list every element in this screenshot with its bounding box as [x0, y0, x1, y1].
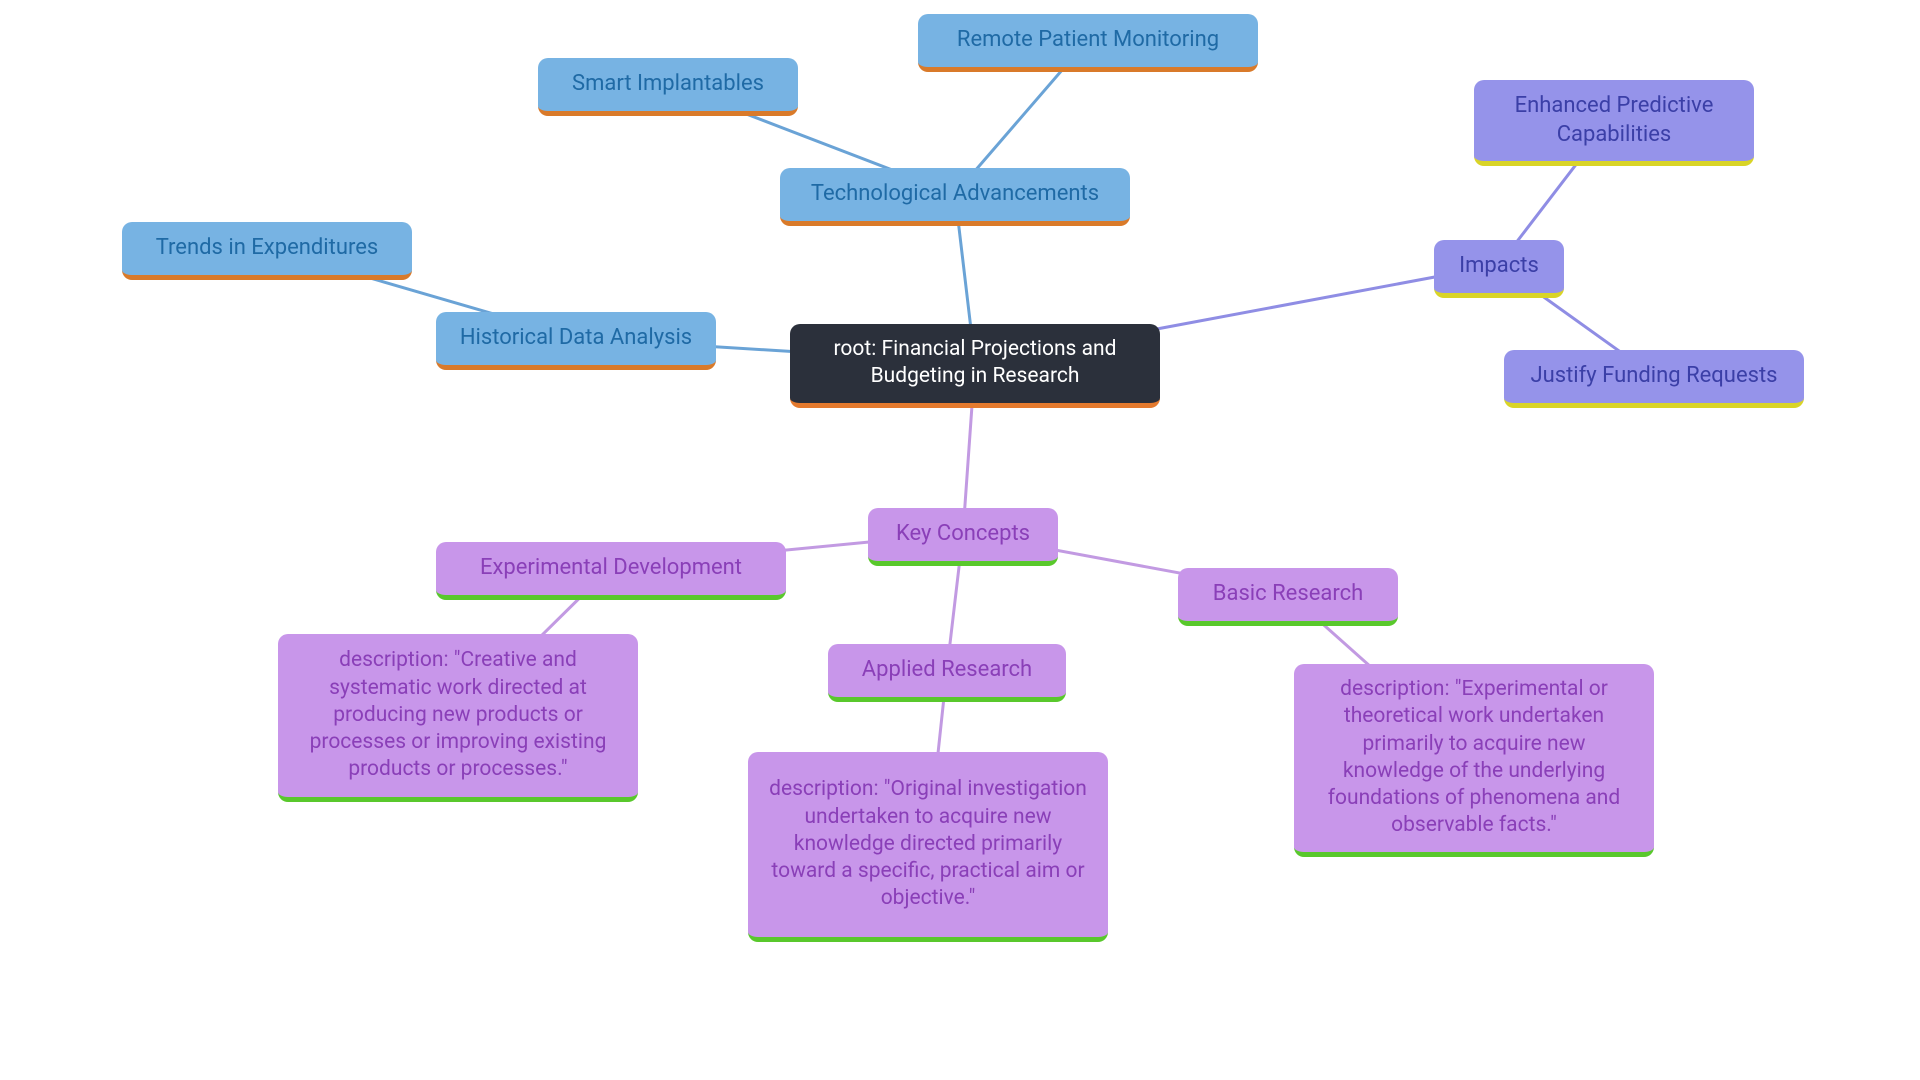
- node-exp: Experimental Development: [436, 542, 786, 600]
- node-remote: Remote Patient Monitoring: [918, 14, 1258, 72]
- node-exp_d: description: "Creative and systematic wo…: [278, 634, 638, 802]
- node-key: Key Concepts: [868, 508, 1058, 566]
- node-basic: Basic Research: [1178, 568, 1398, 626]
- node-app_d: description: "Original investigation und…: [748, 752, 1108, 942]
- node-impacts: Impacts: [1434, 240, 1564, 298]
- node-trends: Trends in Expenditures: [122, 222, 412, 280]
- node-justify: Justify Funding Requests: [1504, 350, 1804, 408]
- node-tech: Technological Advancements: [780, 168, 1130, 226]
- node-hist: Historical Data Analysis: [436, 312, 716, 370]
- node-smart: Smart Implantables: [538, 58, 798, 116]
- node-root: root: Financial Projections and Budgetin…: [790, 324, 1160, 408]
- node-basic_d: description: "Experimental or theoretica…: [1294, 664, 1654, 857]
- node-app: Applied Research: [828, 644, 1066, 702]
- node-enhanced: Enhanced Predictive Capabilities: [1474, 80, 1754, 166]
